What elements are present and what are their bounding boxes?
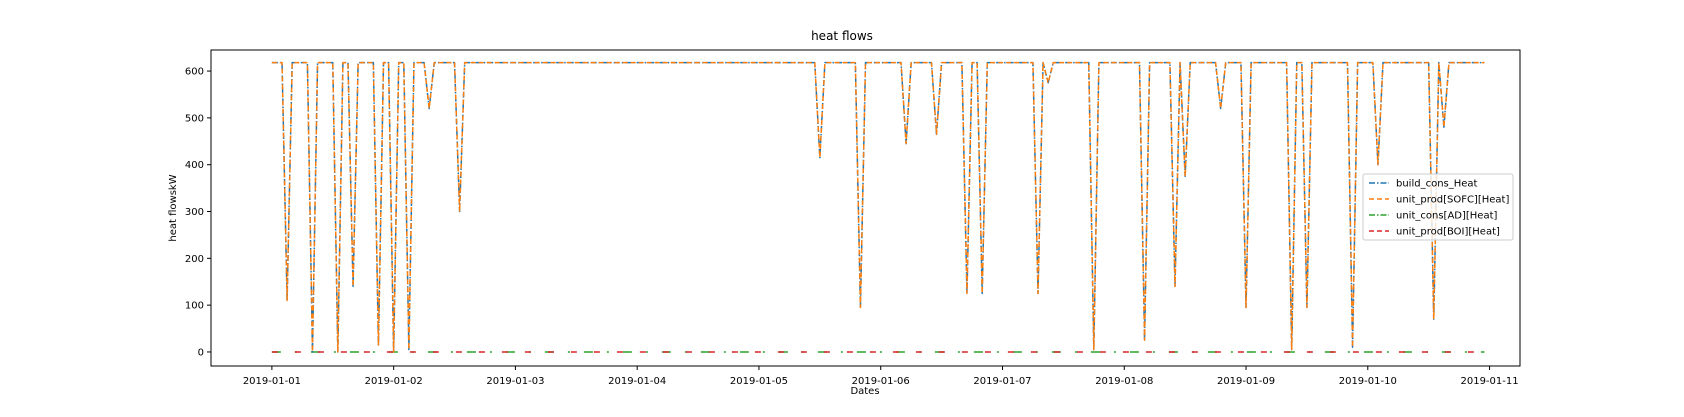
x-tick-label: 2019-01-07 [973, 376, 1031, 387]
x-tick-label: 2019-01-03 [486, 376, 544, 387]
series-line-1 [271, 61, 1485, 353]
legend-box [1362, 173, 1514, 241]
y-tick-label: 400 [185, 160, 204, 171]
x-tick-label: 2019-01-06 [852, 376, 910, 387]
series-lines [271, 61, 1485, 353]
y-tick-label: 100 [185, 301, 204, 312]
y-tick-label: 0 [198, 347, 204, 358]
legend-label: unit_prod[SOFC][Heat] [1396, 195, 1509, 206]
y-tick-label: 500 [185, 113, 204, 124]
x-tick-label: 2019-01-04 [608, 376, 666, 387]
y-tick-label: 600 [185, 67, 204, 78]
plot-frame [210, 49, 1521, 367]
legend: build_cons_Heat unit_prod[SOFC][Heat]unit… [1362, 173, 1514, 241]
legend-label: unit_prod[BOI][Heat] [1396, 227, 1500, 238]
y-axis: 0 100 200 300 400 500 600 [185, 67, 211, 358]
x-tick-label: 2019-01-11 [1460, 376, 1518, 387]
y-axis-label: heat flowskW [168, 174, 179, 241]
x-tick-label: 2019-01-09 [1217, 376, 1275, 387]
legend-label: build_cons_Heat [1396, 179, 1478, 190]
x-axis: 2019-01-01 2019-01-02 2019-01-03 2019-01-04… [243, 366, 1519, 387]
x-tick-label: 2019-01-10 [1339, 376, 1397, 387]
y-tick-label: 300 [185, 207, 204, 218]
series-line-0 [271, 61, 1485, 353]
x-tick-label: 2019-01-01 [243, 376, 301, 387]
plot-area [210, 49, 1521, 367]
chart-title: heat flows [811, 29, 873, 43]
legend-label: unit_cons[AD][Heat] [1396, 211, 1498, 222]
x-tick-label: 2019-01-02 [365, 376, 423, 387]
x-axis-label: Dates [850, 386, 879, 397]
x-tick-label: 2019-01-08 [1095, 376, 1153, 387]
x-tick-label: 2019-01-05 [730, 376, 788, 387]
y-tick-label: 200 [185, 254, 204, 265]
